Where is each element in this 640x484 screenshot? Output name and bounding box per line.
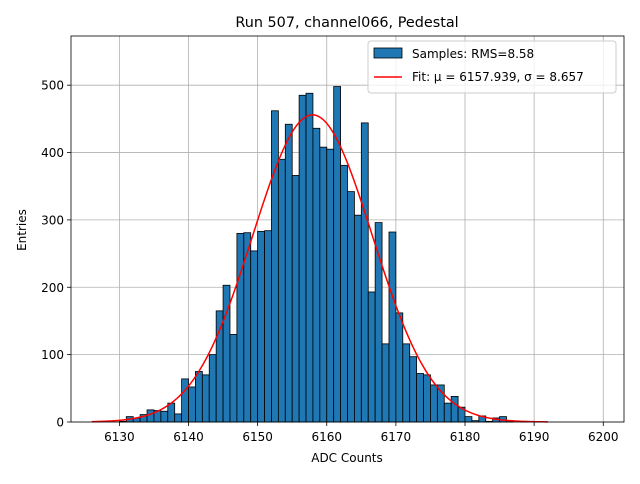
histogram-bar: [257, 230, 265, 423]
legend: Samples: RMS=8.58 Fit: μ = 6157.939, σ =…: [367, 40, 617, 94]
y-tick-label: 500: [41, 79, 64, 93]
fit-curve: [91, 114, 548, 423]
axes-frame: [70, 35, 625, 423]
y-axis-label: Entries: [15, 209, 29, 251]
histogram-bar: [284, 123, 293, 423]
y-tick-label: 300: [41, 213, 64, 227]
histogram-bar: [264, 230, 272, 423]
x-tick-label: 6150: [242, 430, 273, 444]
histogram-bar: [215, 310, 224, 423]
histogram-bar: [354, 214, 362, 423]
x-tick-label: 6180: [450, 430, 481, 444]
histogram-bar: [374, 222, 383, 423]
histogram-bar: [347, 191, 355, 423]
x-tick-label: 6190: [519, 430, 550, 444]
histogram-bar: [443, 402, 452, 423]
histogram-bar: [271, 110, 279, 423]
histogram-bar: [312, 127, 321, 423]
chart-title: Run 507, channel066, Pedestal: [235, 15, 458, 31]
legend-swatch-samples: [373, 47, 403, 59]
histogram-bar: [188, 386, 196, 423]
x-tick-label: 6130: [104, 430, 135, 444]
histogram-bar: [450, 396, 459, 423]
histogram-bar: [409, 356, 418, 423]
y-axis-ticks: 0 100 200 300 400 500: [41, 79, 71, 430]
legend-box: [367, 40, 617, 94]
x-tick-label: 6170: [381, 430, 412, 444]
histogram-bars: [118, 86, 528, 423]
histogram-bar: [298, 94, 307, 423]
histogram-bar: [160, 410, 169, 423]
y-tick-label: 100: [41, 348, 64, 362]
histogram-bar: [430, 384, 438, 423]
x-tick-label: 6200: [588, 430, 619, 444]
histogram-bar: [402, 343, 411, 423]
histogram-bar: [416, 373, 424, 423]
histogram-bar: [388, 231, 397, 423]
histogram-bar: [236, 232, 245, 423]
x-axis-label: ADC Counts: [311, 451, 383, 465]
histogram-bar: [174, 413, 182, 423]
x-tick-label: 6140: [173, 430, 204, 444]
legend-label-fit: Fit: μ = 6157.939, σ = 8.657: [412, 70, 584, 84]
histogram-bar: [167, 402, 176, 423]
x-axis-ticks: 6130 6140 6150 6160 6170 6180 6190 6200: [104, 422, 619, 444]
histogram-bar: [181, 378, 189, 423]
histogram-bar: [395, 312, 404, 423]
histogram-bar: [146, 409, 155, 423]
histogram-bar: [367, 291, 376, 423]
y-tick-label: 0: [56, 416, 64, 430]
x-tick-label: 6160: [311, 430, 342, 444]
histogram-bar: [229, 334, 238, 423]
histogram-bar: [326, 148, 335, 423]
histogram-bar: [333, 86, 341, 423]
legend-label-samples: Samples: RMS=8.58: [412, 47, 534, 61]
histogram-bar: [291, 175, 300, 423]
histogram-bar: [277, 158, 286, 423]
histogram-bar: [201, 374, 210, 423]
histogram-bar: [340, 164, 348, 423]
histogram-bar: [305, 92, 314, 423]
histogram-bar: [423, 374, 431, 423]
histogram-bar: [360, 122, 369, 423]
histogram-bar: [208, 354, 217, 423]
y-tick-label: 400: [41, 146, 64, 160]
y-tick-label: 200: [41, 281, 64, 295]
histogram-bar: [195, 371, 203, 423]
histogram-bar: [381, 343, 390, 423]
histogram-bar: [250, 250, 259, 423]
histogram-bar: [464, 416, 473, 423]
histogram-bar: [319, 146, 328, 423]
